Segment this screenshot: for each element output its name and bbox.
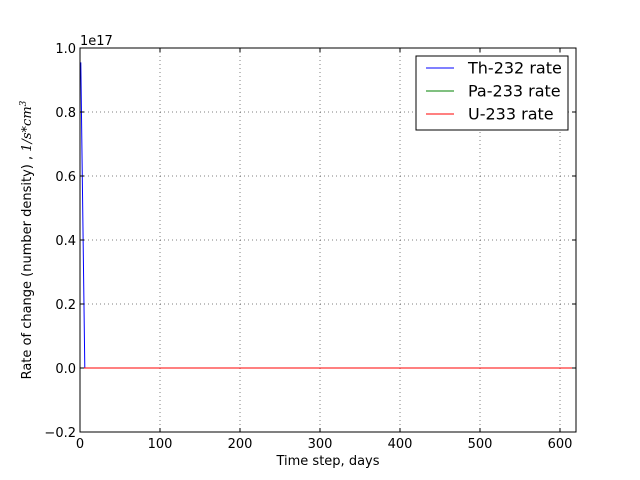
y-axis-label-unit: 1/s*cm [20, 106, 35, 151]
x-tick-label: 100 [148, 437, 173, 452]
legend-label-1: Th-232 rate [467, 59, 562, 78]
legend-label-3: U-233 rate [468, 105, 554, 124]
x-axis-label: Time step, days [275, 454, 379, 469]
tick-labels: 0 100 200 300 400 500 600 −0.2 0.0 0.2 0.4 0.6 0.8 1.… [44, 42, 572, 452]
x-tick-label: 200 [228, 437, 253, 452]
x-tick-label: 300 [308, 437, 333, 452]
y-axis-label-unit-superscript: 3 [19, 100, 29, 106]
y-tick-label: 1.0 [55, 42, 76, 57]
legend: Th-232 rate Pa-233 rate U-233 rate [415, 55, 569, 131]
x-tick-label: 0 [76, 437, 84, 452]
series-lines [80, 62, 576, 369]
y-tick-label: 0.4 [55, 234, 76, 249]
y-tick-label: 0.8 [55, 106, 76, 121]
y-offset-label: 1e17 [80, 34, 113, 49]
legend-label-2: Pa-233 rate [468, 82, 561, 101]
x-tick-label: 600 [548, 437, 573, 452]
y-tick-label: 0.0 [55, 362, 76, 377]
x-tick-label: 400 [388, 437, 413, 452]
y-axis-label-text: Rate of change (number density) , [20, 152, 35, 380]
y-axis-label: Rate of change (number density) , 1/s*cm… [19, 100, 35, 379]
y-tick-label: −0.2 [44, 426, 76, 441]
x-tick-label: 500 [468, 437, 493, 452]
y-tick-label: 0.6 [55, 170, 76, 185]
ticks [79, 47, 576, 433]
y-tick-label: 0.2 [55, 298, 76, 313]
